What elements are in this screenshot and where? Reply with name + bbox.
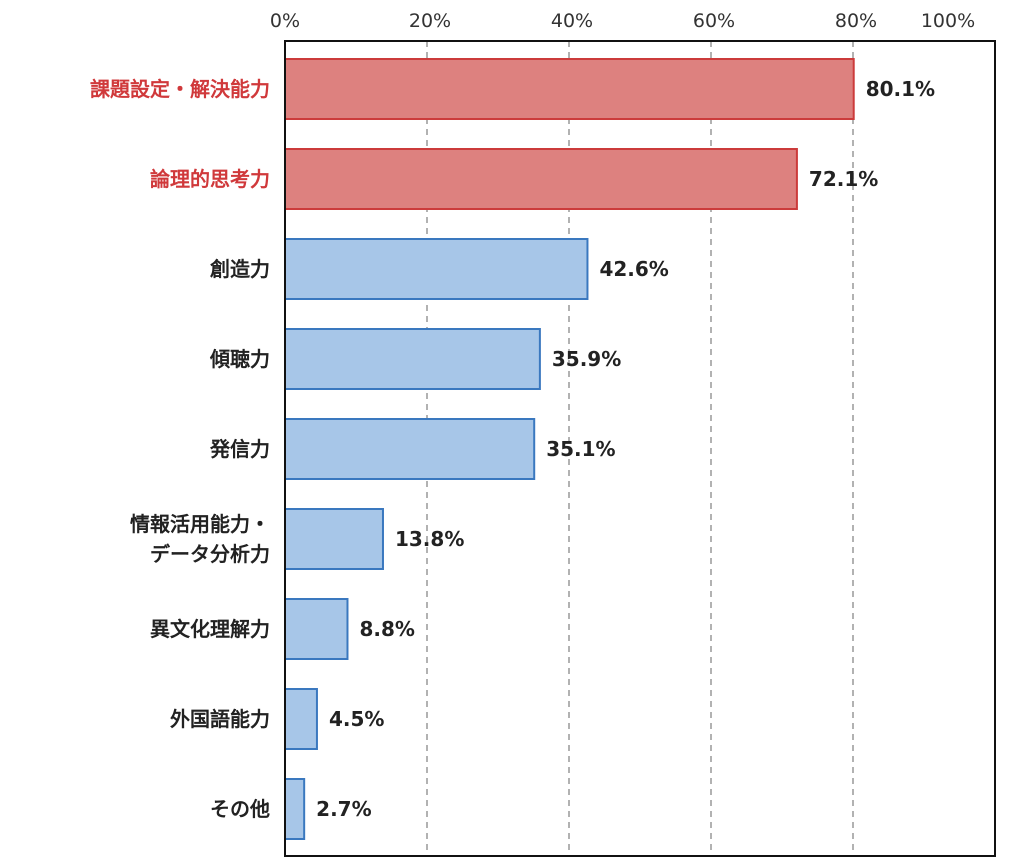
category-label: 発信力	[209, 437, 270, 461]
category-label: データ分析力	[150, 542, 270, 566]
category-label: 課題設定・解決能力	[90, 77, 270, 101]
bar	[284, 238, 589, 300]
x-tick-label: 80%	[835, 10, 877, 32]
x-tick-label: 100%	[921, 10, 975, 32]
x-tick-label: 40%	[551, 10, 593, 32]
data-label: 4.5%	[329, 707, 384, 731]
category-label: 創造力	[209, 257, 270, 281]
data-label: 8.8%	[359, 617, 414, 641]
data-label: 13.8%	[395, 527, 464, 551]
category-label: 異文化理解力	[150, 617, 270, 641]
bar	[284, 418, 536, 480]
bar	[284, 778, 306, 840]
category-label: 論理的思考力	[150, 167, 270, 191]
data-label: 35.9%	[552, 347, 621, 371]
data-label: 35.1%	[546, 437, 615, 461]
category-label: 情報活用能力・	[130, 512, 270, 536]
x-tick-label: 20%	[409, 10, 451, 32]
plot-frame	[284, 40, 996, 857]
category-label: 外国語能力	[170, 707, 270, 731]
x-tick-label: 60%	[693, 10, 735, 32]
data-label: 72.1%	[809, 167, 878, 191]
bar	[284, 328, 541, 390]
bar	[284, 508, 384, 570]
x-tick-label: 0%	[270, 10, 300, 32]
bar	[284, 688, 318, 750]
data-label: 42.6%	[599, 257, 668, 281]
data-label: 80.1%	[866, 77, 935, 101]
category-label: その他	[210, 797, 270, 821]
data-label: 2.7%	[316, 797, 371, 821]
category-label: 傾聴力	[209, 347, 270, 371]
bar	[284, 598, 349, 660]
bar	[284, 58, 855, 120]
bar	[284, 148, 798, 210]
